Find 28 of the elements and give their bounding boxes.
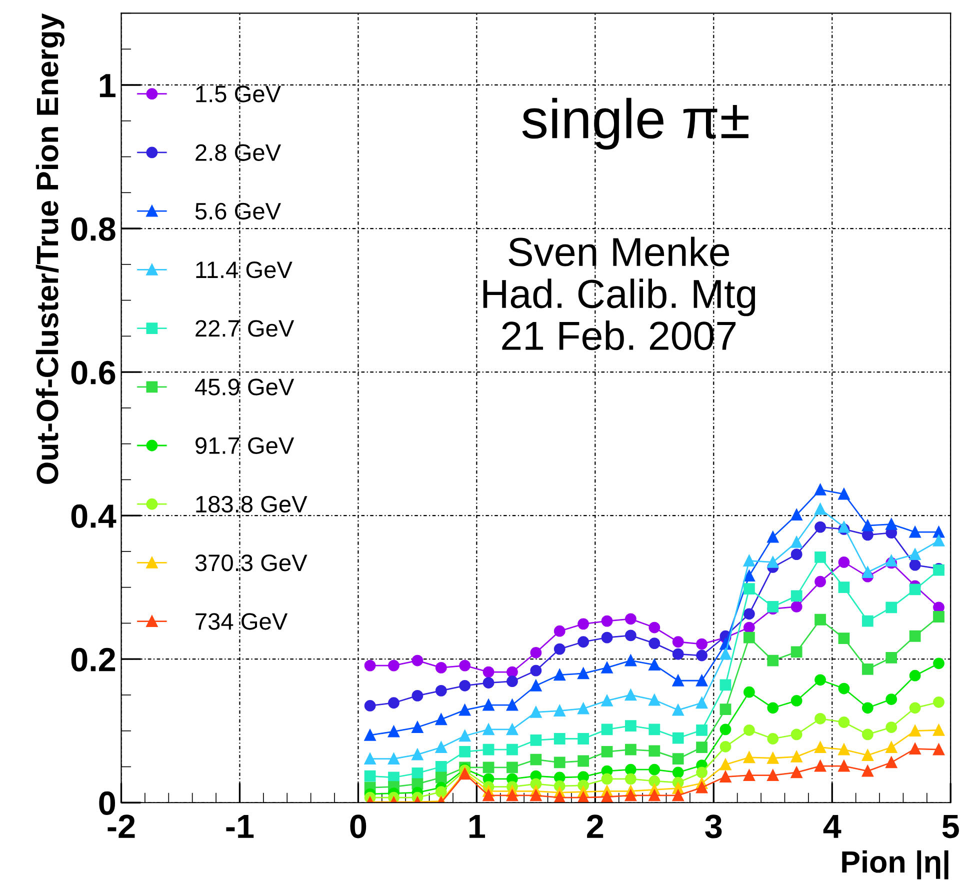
y-tick-label: 0.4 xyxy=(71,504,116,528)
x-tick-label: 4 xyxy=(823,814,842,838)
x-tick-label: 0 xyxy=(350,814,366,838)
legend-label: 45.9 GeV xyxy=(194,378,294,396)
annotation: single π± xyxy=(522,98,748,150)
y-tick-label: 0.6 xyxy=(71,360,116,384)
x-tick-label: 5 xyxy=(942,814,959,838)
x-tick-label: 3 xyxy=(705,814,722,838)
legend-label: 11.4 GeV xyxy=(196,261,292,278)
annotation: Sven Menke Had. Calib. Mtg 21 Feb. 2007 xyxy=(483,236,756,350)
legend-label: 2.8 GeV xyxy=(196,144,281,161)
x-tick-label: -2 xyxy=(108,814,135,838)
legend-label: 370.3 GeV xyxy=(195,554,308,572)
y-tick-label: 1 xyxy=(100,74,116,98)
legend-label: 91.7 GeV xyxy=(196,437,294,454)
y-axis-title: Out-Of-Cluster/True Pion Energy xyxy=(36,13,64,484)
legend-label: 734 GeV xyxy=(196,613,288,630)
x-tick-label: -1 xyxy=(226,814,254,838)
legend-label: 1.5 GeV xyxy=(196,86,281,102)
x-tick-label: 2 xyxy=(587,814,604,838)
y-tick-label: 0.2 xyxy=(71,648,116,672)
x-tick-label: 1 xyxy=(470,814,486,838)
y-tick-label: 0 xyxy=(99,791,116,816)
x-axis-title: Pion |η| xyxy=(842,850,948,880)
legend-label: 5.6 GeV xyxy=(195,202,281,220)
legend-label: 183.8 GeV xyxy=(196,496,308,513)
legend-label: 22.7 GeV xyxy=(196,320,294,337)
y-tick-label: 0.8 xyxy=(71,217,116,241)
